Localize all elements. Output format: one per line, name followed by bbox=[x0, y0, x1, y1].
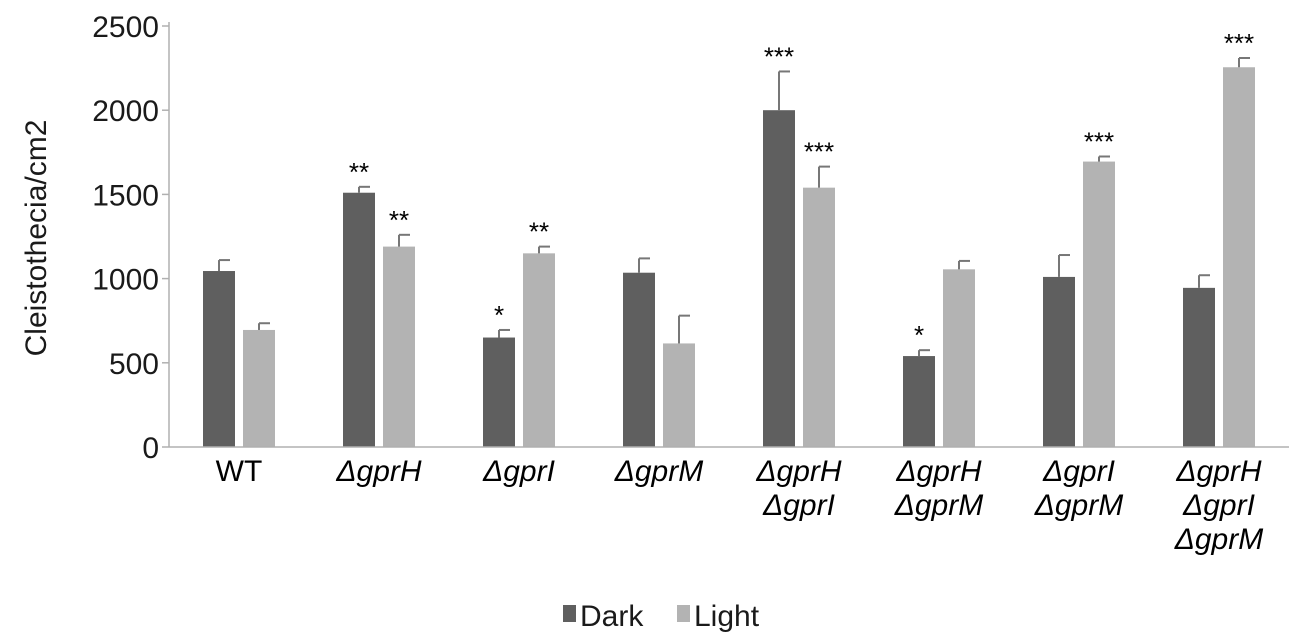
y-tick-label: 1500 bbox=[92, 179, 159, 212]
x-category-label: ΔgprM bbox=[894, 489, 983, 522]
bar-light bbox=[523, 253, 555, 447]
x-category-label: ΔgprI bbox=[482, 455, 555, 488]
x-category-label: ΔgprH bbox=[335, 455, 421, 488]
legend: Dark Light bbox=[563, 600, 760, 633]
bar-dark bbox=[203, 271, 235, 447]
x-category-label: ΔgprI bbox=[1182, 489, 1255, 522]
legend-swatch-light bbox=[677, 605, 690, 622]
significance-label: *** bbox=[804, 137, 834, 167]
x-axis-labels: WT ΔgprH ΔgprI ΔgprM ΔgprHΔgprIΔgprHΔgprMΔgp… bbox=[216, 455, 1264, 556]
x-category-label: ΔgprM bbox=[1034, 489, 1123, 522]
significance-label: *** bbox=[1224, 28, 1254, 58]
y-axis-ticks: 0 500 1000 1500 2000 2500 bbox=[92, 11, 169, 465]
x-category-label: ΔgprH bbox=[755, 455, 841, 488]
error-bars bbox=[218, 56, 1250, 357]
y-axis-label: Cleistothecia/cm2 bbox=[20, 120, 53, 357]
x-category-label: ΔgprH bbox=[895, 455, 981, 488]
legend-label-light: Light bbox=[694, 600, 760, 633]
x-category-label: ΔgprM bbox=[1174, 523, 1263, 556]
bar-light bbox=[243, 329, 275, 447]
legend-label-dark: Dark bbox=[580, 600, 644, 633]
bar-dark bbox=[903, 356, 935, 447]
bar-dark bbox=[763, 110, 795, 447]
bar-light bbox=[943, 269, 975, 447]
bar-light bbox=[383, 246, 415, 447]
x-category-label: ΔgprI bbox=[762, 489, 835, 522]
significance-label: ** bbox=[389, 205, 409, 235]
significance-label: ** bbox=[529, 217, 549, 247]
bar-light bbox=[1083, 161, 1115, 447]
y-tick-label: 2000 bbox=[92, 95, 159, 128]
bars bbox=[203, 67, 1255, 448]
x-category-label: ΔgprM bbox=[614, 455, 703, 488]
y-tick-label: 500 bbox=[109, 348, 159, 381]
x-category-label: ΔgprH bbox=[1175, 455, 1261, 488]
x-category-label: WT bbox=[216, 455, 263, 488]
significance-label: *** bbox=[764, 41, 794, 71]
y-tick-label: 2500 bbox=[92, 11, 159, 44]
significance-label: * bbox=[494, 300, 504, 330]
bar-light bbox=[663, 343, 695, 447]
bar-light bbox=[803, 187, 835, 447]
bar-light bbox=[1223, 67, 1255, 448]
significance-labels: ******************** bbox=[349, 28, 1254, 350]
x-category-label: ΔgprI bbox=[1042, 455, 1115, 488]
significance-label: * bbox=[914, 320, 924, 350]
y-tick-label: 1000 bbox=[92, 264, 159, 297]
bar-dark bbox=[483, 337, 515, 447]
bar-dark bbox=[343, 192, 375, 447]
y-tick-label: 0 bbox=[142, 432, 159, 465]
bar-dark bbox=[623, 272, 655, 447]
bar-dark bbox=[1043, 276, 1075, 447]
significance-label: ** bbox=[349, 157, 369, 187]
legend-swatch-dark bbox=[563, 605, 576, 622]
bar-dark bbox=[1183, 287, 1215, 447]
significance-label: *** bbox=[1084, 127, 1114, 157]
